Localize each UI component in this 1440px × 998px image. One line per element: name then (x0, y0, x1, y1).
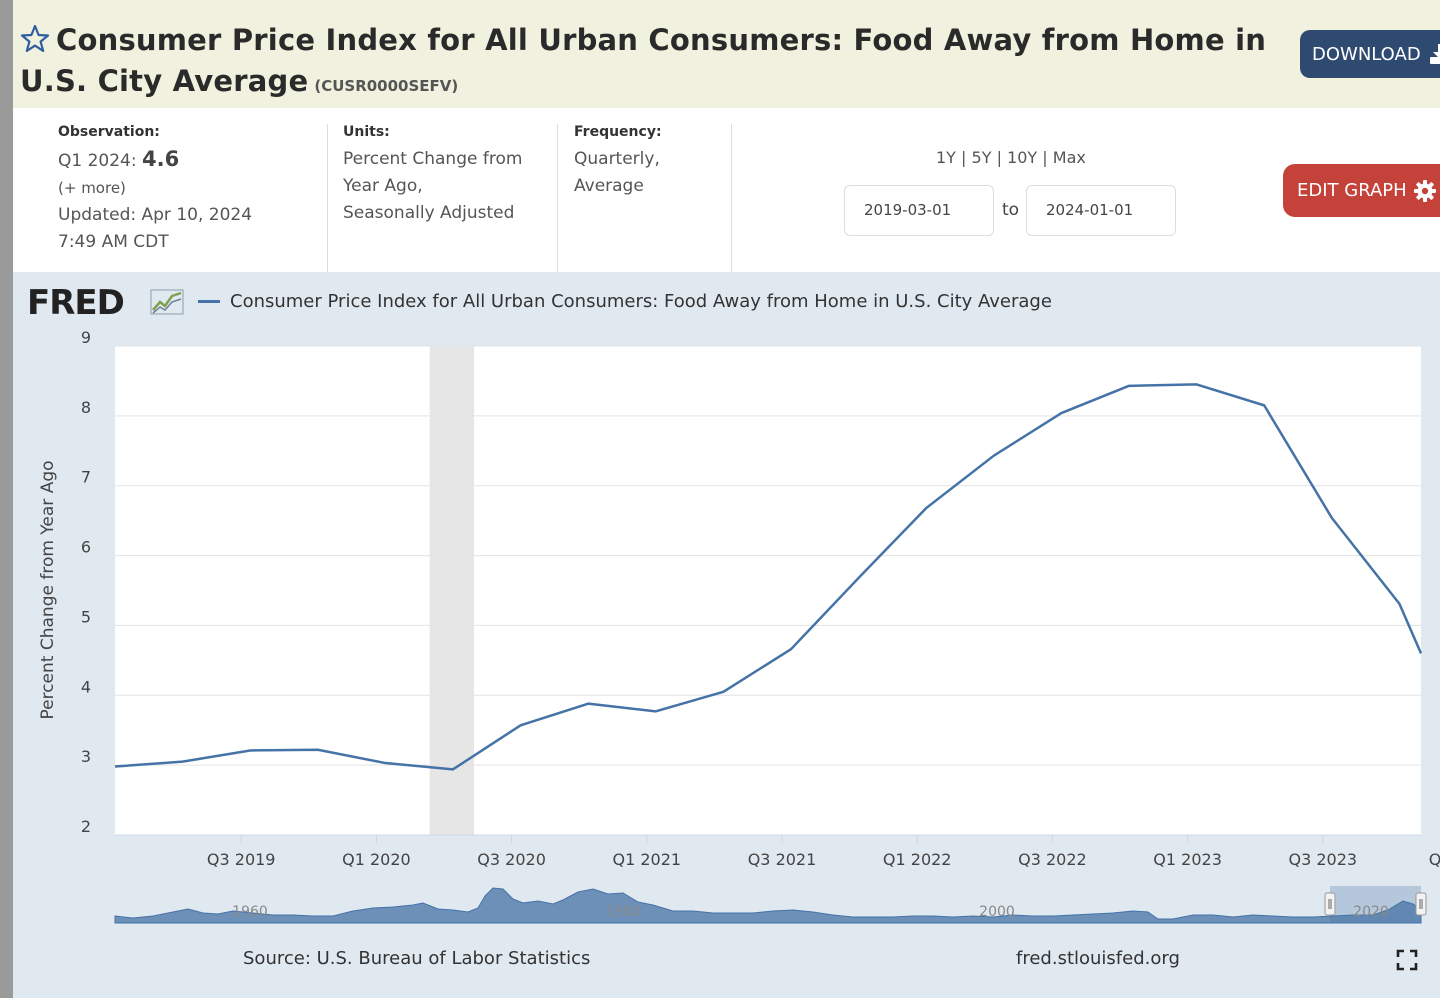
frequency-line: Average (574, 176, 644, 196)
end-date-input[interactable]: 2024-01-01 (1026, 185, 1176, 236)
updated-time: 7:49 AM CDT (58, 232, 169, 252)
x-tick-label: Q1 202 (1429, 850, 1440, 869)
download-button[interactable]: DOWNLOAD (1300, 30, 1440, 78)
y-tick-label: 7 (81, 468, 91, 487)
series-line (114, 383, 1423, 771)
navigator-left-handle[interactable] (1324, 892, 1336, 916)
units-line: Seasonally Adjusted (343, 203, 515, 223)
observation-period: Q1 2024: (58, 151, 137, 171)
divider (731, 124, 732, 272)
observation-block: Observation: Q1 2024: 4.6 (+ more) Updat… (58, 124, 252, 256)
navigator-right-handle[interactable] (1415, 892, 1427, 916)
frequency-block: Frequency: Quarterly, Average (574, 124, 662, 200)
page-title: Consumer Price Index for All Urban Consu… (20, 23, 1267, 98)
y-tick-label: 3 (81, 747, 91, 766)
x-tick-label: Q1 2021 (613, 850, 682, 869)
observation-label: Observation: (58, 124, 160, 140)
series-header: Consumer Price Index for All Urban Consu… (13, 0, 1440, 108)
series-id: (CUSR0000SEFV) (314, 77, 459, 95)
observation-value: 4.6 (142, 147, 180, 171)
series-metadata: Observation: Q1 2024: 4.6 (+ more) Updat… (13, 108, 1440, 272)
navigator-year: 1960 (232, 904, 268, 920)
x-tick-label: Q3 2021 (748, 850, 817, 869)
updated-line: Updated: Apr 10, 2024 (58, 202, 252, 229)
x-tick-label: Q3 2023 (1289, 850, 1358, 869)
download-label: DOWNLOAD (1312, 43, 1421, 65)
y-tick-label: 5 (81, 607, 91, 626)
divider (557, 124, 558, 272)
navigator-series (114, 887, 1422, 924)
legend-label: Consumer Price Index for All Urban Consu… (230, 291, 1052, 312)
graph-panel: FRED Consumer Price Index for All Urban … (13, 272, 1440, 998)
edit-graph-button[interactable]: EDIT GRAPH (1283, 164, 1440, 217)
plot-area (115, 346, 1421, 835)
y-tick-label: 8 (81, 398, 91, 417)
navigator-year: 2020 (1353, 904, 1389, 920)
title-block: Consumer Price Index for All Urban Consu… (20, 22, 1290, 104)
units-label: Units: (343, 124, 390, 140)
updated-label: Updated: (58, 205, 137, 225)
more-link[interactable]: (+ more) (58, 179, 126, 197)
navigator-selection[interactable] (1330, 886, 1421, 923)
range-separator: | (996, 148, 1002, 167)
download-icon (1429, 44, 1440, 64)
navigator-year: 1980 (605, 904, 641, 920)
fred-logo: FRED (27, 284, 184, 320)
y-tick-label: 2 (81, 817, 91, 836)
range-selector: 1Y | 5Y | 10Y | Max (936, 148, 1086, 167)
chart-legend: Consumer Price Index for All Urban Consu… (198, 291, 1052, 312)
range-5y-button[interactable]: 5Y (971, 148, 992, 167)
range-max-button[interactable]: Max (1052, 148, 1086, 167)
units-block: Units: Percent Change from Year Ago, Sea… (343, 124, 522, 227)
site-link[interactable]: fred.stlouisfed.org (1016, 948, 1180, 969)
y-tick-label: 4 (81, 677, 91, 696)
range-separator: | (1042, 148, 1048, 167)
range-separator: | (961, 148, 967, 167)
y-axis-title: Percent Change from Year Ago (38, 460, 58, 719)
window-edge (0, 0, 13, 998)
x-tick-label: Q1 2020 (342, 850, 411, 869)
x-tick-label: Q1 2023 (1153, 850, 1222, 869)
x-tick-label: Q1 2022 (883, 850, 952, 869)
legend-swatch (198, 300, 220, 303)
source-note: Source: U.S. Bureau of Labor Statistics (243, 948, 591, 969)
units-line: Percent Change from (343, 149, 523, 169)
range-navigator[interactable]: 1960 1980 2000 2020 (114, 886, 1427, 924)
star-outline-icon[interactable] (20, 24, 50, 54)
divider (327, 124, 328, 272)
observation-line: Q1 2024: 4.6 (58, 146, 252, 175)
y-tick-label: 9 (81, 328, 91, 347)
y-tick-label: 6 (81, 538, 91, 557)
fullscreen-icon[interactable] (1396, 949, 1418, 971)
updated-date: Apr 10, 2024 (141, 205, 253, 225)
to-label: to (1002, 200, 1020, 220)
start-date-input[interactable]: 2019-03-01 (844, 185, 994, 236)
range-10y-button[interactable]: 10Y (1007, 148, 1038, 167)
edit-graph-label: EDIT GRAPH (1297, 180, 1407, 201)
navigator-year: 2000 (979, 904, 1015, 920)
x-tick-label: Q3 2020 (477, 850, 546, 869)
frequency-line: Quarterly, (574, 149, 660, 169)
gear-icon (1413, 179, 1436, 202)
x-tick-label: Q3 2022 (1018, 850, 1087, 869)
line-chart[interactable]: 2 3 4 5 6 7 8 9 Q3 2019 Q1 2020 Q3 2020 Q1 2021 Q3 … (13, 272, 1440, 932)
x-tick-label: Q3 2019 (207, 850, 276, 869)
units-line: Year Ago, (343, 176, 423, 196)
fred-logo-text: FRED (27, 284, 124, 320)
frequency-label: Frequency: (574, 124, 662, 140)
range-1y-button[interactable]: 1Y (936, 148, 956, 167)
recession-shading (429, 346, 475, 835)
